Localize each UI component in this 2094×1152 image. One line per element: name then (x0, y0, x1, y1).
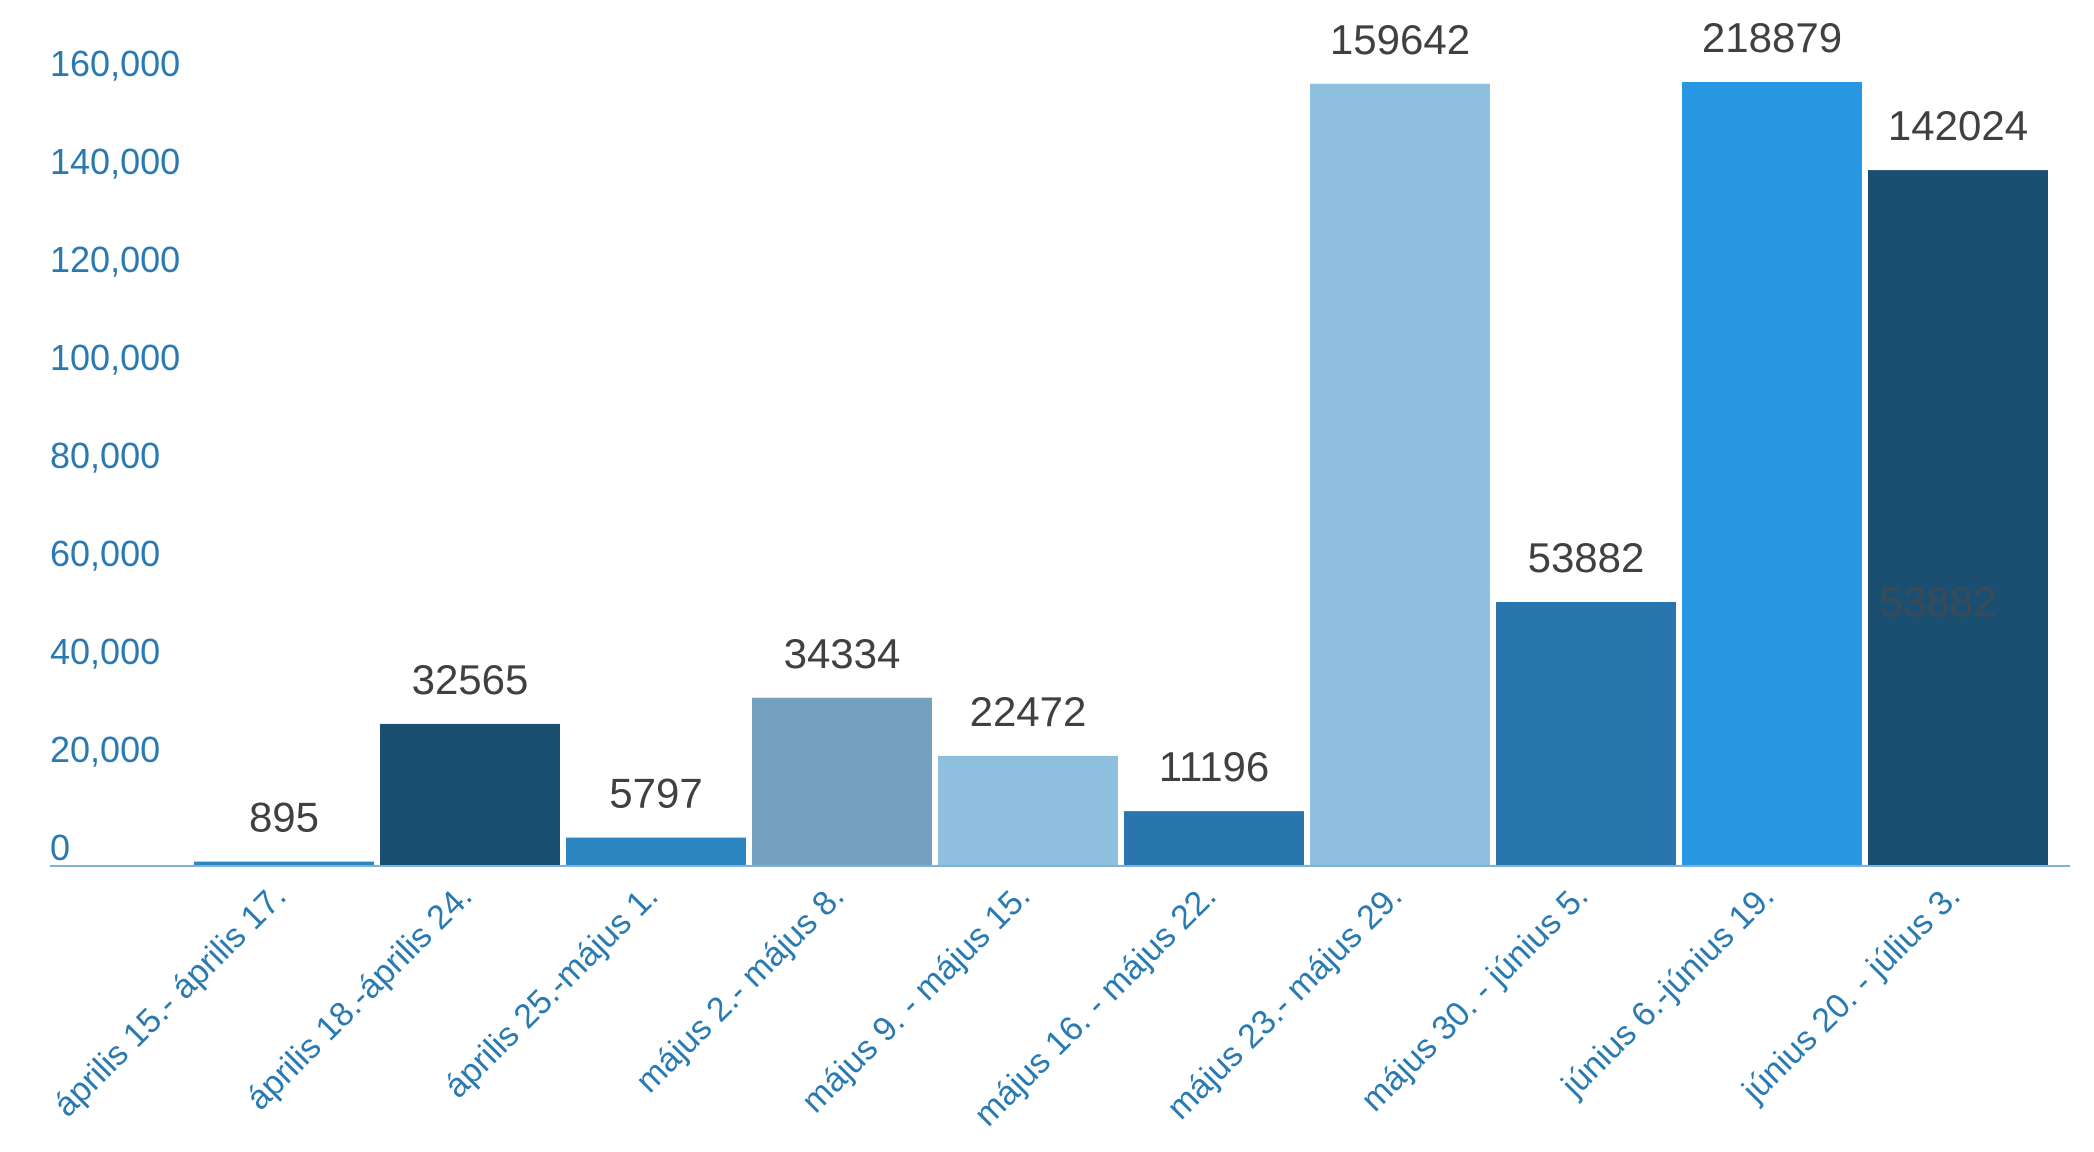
bar (1310, 83, 1490, 866)
bar (194, 861, 374, 866)
y-tick-label: 40,000 (50, 631, 160, 672)
data-label: 34334 (784, 630, 901, 677)
y-tick-label: 20,000 (50, 729, 160, 770)
data-label: 895 (249, 794, 319, 841)
y-tick-label: 120,000 (50, 239, 180, 280)
data-label: 11196 (1159, 743, 1270, 790)
bar (938, 755, 1118, 866)
x-tick-label: május 2.- május 8. (628, 877, 851, 1100)
data-label: 22472 (970, 688, 1087, 735)
data-label: 53882 (1528, 534, 1645, 581)
y-tick-label: 100,000 (50, 337, 180, 378)
bar (1868, 170, 2048, 866)
data-label: 159642 (1330, 16, 1470, 63)
data-label: 5797 (609, 770, 702, 817)
bar (1124, 811, 1304, 866)
data-label: 32565 (412, 656, 529, 703)
y-tick-label: 80,000 (50, 435, 160, 476)
bar (752, 697, 932, 866)
y-tick-label: 0 (50, 827, 70, 868)
bar (380, 723, 560, 866)
overlay-data-label: 53882 (1880, 578, 1997, 625)
bar (566, 837, 746, 866)
data-label: 142024 (1888, 102, 2028, 149)
data-label: 218879 (1702, 14, 1842, 61)
bar (1682, 82, 1862, 866)
y-tick-label: 160,000 (50, 43, 180, 84)
y-tick-label: 60,000 (50, 533, 160, 574)
y-tick-label: 140,000 (50, 141, 180, 182)
bar (1496, 601, 1676, 866)
